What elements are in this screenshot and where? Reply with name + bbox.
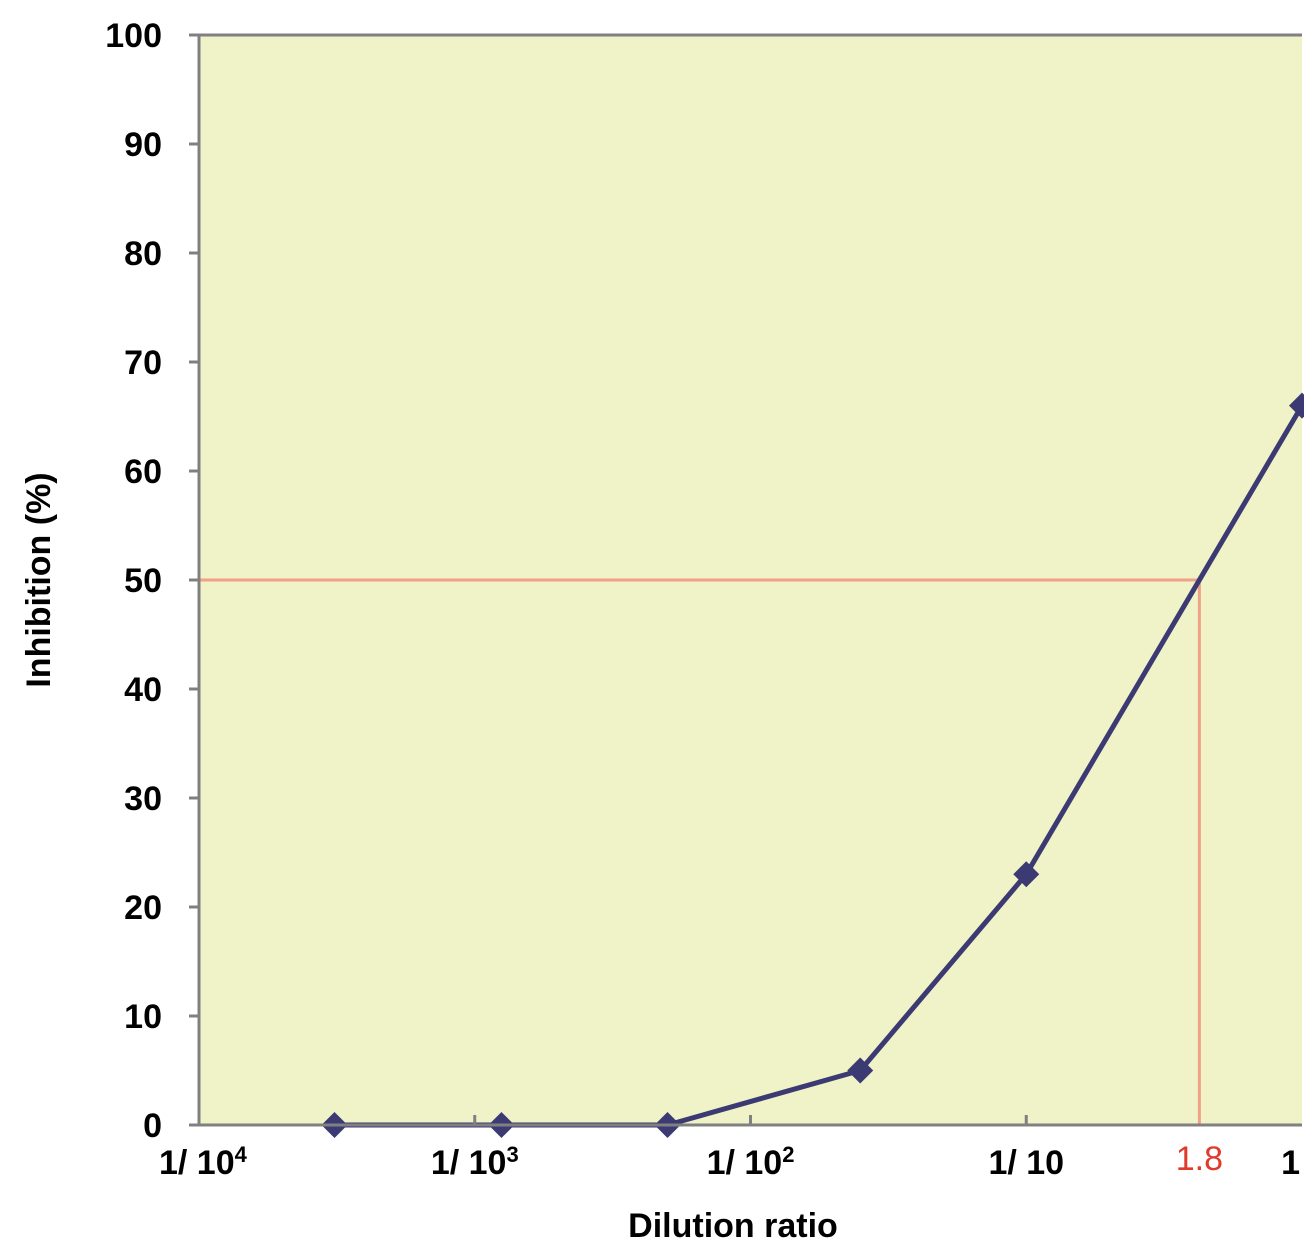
y-tick-label: 70 [124,344,162,382]
y-tick-label: 50 [124,562,162,600]
y-tick-label: 100 [105,17,162,55]
y-tick-label: 10 [124,998,162,1036]
y-tick-label: 20 [124,889,162,927]
reference-x-label: 1.8 [1176,1140,1223,1178]
x-tick-label: 1/ 10 [988,1144,1064,1182]
data-point-marker [1013,861,1040,888]
y-tick-label: 0 [143,1107,162,1145]
y-tick-label: 80 [124,235,162,273]
y-tick-label: 60 [124,453,162,491]
data-point-marker [847,1057,874,1084]
axes [189,33,1302,1127]
y-tick-labels: 0 10 20 30 40 50 60 70 80 90 100 [105,17,162,1145]
x-tick-label: 1/ 104 [159,1142,248,1182]
y-tick-label: 30 [124,780,162,818]
x-axis-title: Dilution ratio [628,1207,838,1243]
data-point-marker [1289,392,1304,419]
x-tick-label: 1 [1281,1144,1300,1182]
x-tick-label: 1/ 103 [431,1142,519,1182]
y-tick-label: 40 [124,671,162,709]
y-axis-title: Inhibition (%) [20,472,58,687]
x-tick-labels: 1/ 104 1/ 103 1/ 102 1/ 10 1 1.8 [159,1140,1300,1182]
y-tick-label: 90 [124,126,162,164]
reference-lines [199,578,1201,1125]
x-tick-label: 1/ 102 [707,1142,795,1182]
